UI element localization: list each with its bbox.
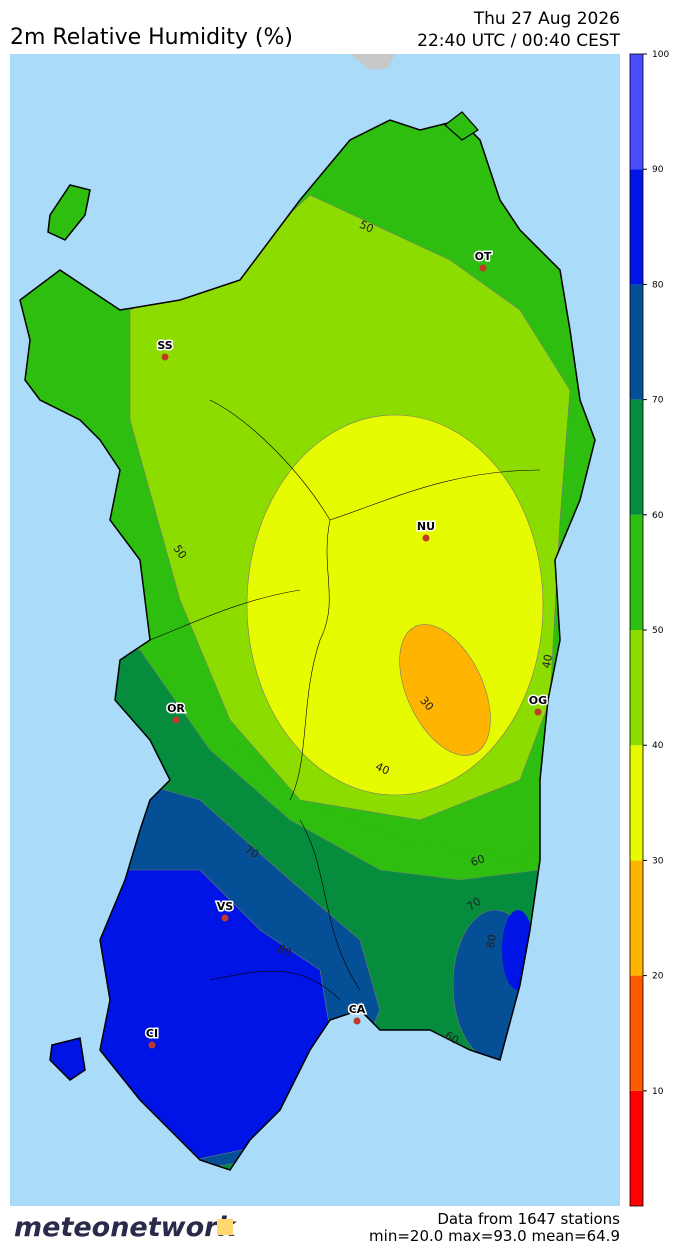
station-label: SS	[157, 339, 172, 352]
station-dot	[422, 534, 430, 542]
colorbar-tick-label: 40	[652, 741, 664, 751]
logo-square	[217, 1219, 233, 1235]
colorbar-tick-label: 100	[652, 50, 669, 60]
corsica	[350, 54, 395, 70]
colorbar-tick-label: 60	[652, 511, 664, 521]
logo: meteonetwork	[14, 1212, 237, 1243]
station-dot	[479, 264, 487, 272]
colorbar-tick-label: 50	[652, 626, 664, 636]
province-borders	[149, 399, 541, 1001]
station-dot	[172, 716, 180, 724]
station-label: OG	[529, 694, 547, 707]
colorbar-tick-label: 70	[652, 396, 664, 406]
title: 2m Relative Humidity (%)	[10, 25, 293, 50]
station-dot	[534, 708, 542, 716]
time: 22:40 UTC / 00:40 CEST	[417, 31, 620, 51]
contour-label: 70	[242, 843, 261, 861]
station-dot	[161, 353, 169, 361]
contour-label: 60	[469, 852, 487, 869]
contour-label: 80	[275, 942, 293, 960]
station-label: OR	[167, 702, 185, 715]
colorbar-band	[630, 169, 643, 285]
station-label: CI	[146, 1027, 158, 1040]
station-label: NU	[417, 520, 435, 533]
colorbar-tick-label: 90	[652, 165, 664, 175]
sant-antioco	[49, 1037, 86, 1081]
station-dot	[353, 1017, 361, 1025]
colorbar-tick-label: 80	[652, 280, 664, 290]
asinara	[47, 184, 91, 241]
contour-label: 40	[373, 760, 391, 778]
stats: min=20.0 max=93.0 mean=64.9	[369, 1227, 620, 1245]
station-dot	[221, 914, 229, 922]
date: Thu 27 Aug 2026	[473, 9, 620, 29]
colorbar-band	[630, 399, 643, 515]
colorbar-band	[630, 514, 643, 630]
station-label: VS	[217, 900, 234, 913]
colorbar-band	[630, 54, 643, 170]
maddalena	[444, 111, 479, 141]
station-label: OT	[475, 250, 492, 263]
colorbar-band	[630, 1090, 643, 1206]
station-dot	[148, 1041, 156, 1049]
colorbar-band	[630, 860, 643, 976]
colorbar-band	[630, 284, 643, 400]
zone-20-30	[399, 624, 491, 756]
colorbar-tick-label: 30	[652, 856, 664, 866]
colorbar-band	[630, 975, 643, 1091]
contour-label: 40	[540, 653, 555, 669]
colorbar-tick-label: 10	[652, 1087, 664, 1097]
station-count: Data from 1647 stations	[437, 1210, 620, 1228]
colorbar: 10 20 30 40 50 60 70 80 90 100	[629, 50, 669, 1207]
contour-label: 50	[357, 218, 375, 236]
colorbar-band	[630, 630, 643, 746]
colorbar-band	[630, 745, 643, 861]
station-label: CA	[349, 1003, 366, 1016]
contour-label: 60	[442, 1029, 461, 1047]
contour-label: 80	[484, 933, 499, 949]
colorbar-tick-label: 20	[652, 972, 664, 982]
